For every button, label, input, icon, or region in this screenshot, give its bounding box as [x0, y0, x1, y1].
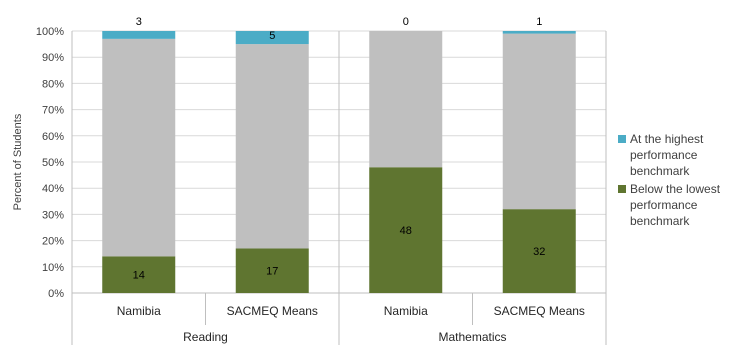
legend-swatch-lowest: [618, 185, 626, 193]
y-tick-label: 10%: [42, 262, 64, 274]
y-tick-label: 60%: [42, 131, 64, 143]
data-label-highest: 3: [136, 16, 142, 28]
x-category-label: SACMEQ Means: [227, 304, 318, 318]
data-label-highest: 1: [536, 16, 542, 28]
x-group-label: Mathematics: [438, 330, 506, 344]
legend-label-highest: At the highest performance benchmark: [630, 132, 704, 178]
data-label-lowest: 17: [266, 266, 278, 278]
x-group-label: Reading: [183, 330, 228, 344]
bar-segment-lowest: [235, 248, 309, 293]
y-tick-label: 30%: [42, 209, 64, 221]
bar-segment-middle: [369, 31, 443, 168]
data-label-highest: 5: [269, 30, 275, 42]
y-tick-label: 90%: [42, 52, 64, 64]
bar-segment-middle: [235, 44, 309, 249]
x-category-labels: Namibia SACMEQ Means Namibia SACMEQ Means Re…: [117, 304, 585, 344]
bar-segment-middle: [102, 38, 176, 257]
bar-segment-highest: [235, 31, 309, 45]
y-tick-labels: 0% 10% 20% 30% 40% 50% 60% 70% 80% 90% 100%: [36, 26, 64, 300]
y-tick-label: 50%: [42, 157, 64, 169]
bars: [102, 31, 576, 293]
y-axis-title: Percent of Students: [12, 113, 24, 210]
x-category-label: Namibia: [384, 304, 428, 318]
data-label-lowest: 48: [400, 225, 412, 237]
y-tick-label: 0%: [48, 288, 64, 300]
bar-segment-highest: [102, 31, 176, 39]
bar-segment-middle: [502, 33, 576, 210]
bar-segment-highest: [502, 31, 576, 34]
bar-segment-lowest: [502, 209, 576, 293]
y-tick-label: 40%: [42, 183, 64, 195]
y-tick-label: 70%: [42, 105, 64, 117]
y-tick-label: 20%: [42, 236, 64, 248]
data-label-lowest: 14: [133, 270, 145, 282]
data-label-highest: 0: [403, 16, 409, 28]
legend-label-lowest: Below the lowest performance benchmark: [630, 182, 721, 228]
bar-segment-lowest: [102, 256, 176, 293]
y-tick-label: 80%: [42, 78, 64, 90]
x-category-label: Namibia: [117, 304, 161, 318]
data-labels: 14 3 17 5 48 0 32 1: [133, 16, 546, 282]
data-label-lowest: 32: [533, 246, 545, 258]
bar-segment-lowest: [369, 167, 443, 293]
y-tick-label: 100%: [36, 26, 64, 38]
x-category-label: SACMEQ Means: [494, 304, 585, 318]
legend-swatch-highest: [618, 135, 626, 143]
